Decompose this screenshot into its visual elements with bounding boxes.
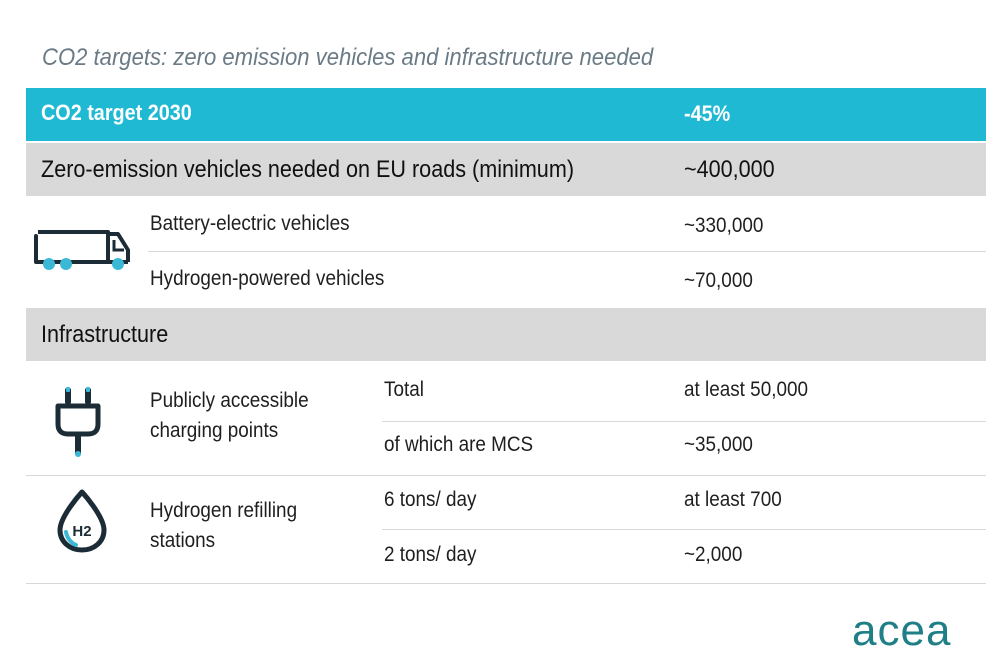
- divider: [26, 583, 986, 584]
- zev-value: ~400,000: [684, 156, 775, 183]
- charging-label-2: charging points: [150, 419, 279, 442]
- bev-value: ~330,000: [684, 214, 764, 237]
- plug-icon: [55, 387, 101, 457]
- truck-icon: [34, 230, 130, 270]
- divider: [148, 251, 986, 252]
- infrastructure-label: Infrastructure: [41, 321, 169, 348]
- bev-label: Battery-electric vehicles: [150, 212, 350, 235]
- hydrogen-drop-icon: H2: [57, 489, 107, 553]
- charging-total-label: Total: [384, 378, 424, 401]
- hydrogen-6t-value: at least 700: [684, 488, 782, 511]
- charging-mcs-value: ~35,000: [684, 433, 753, 456]
- hydrogen-icon-text: H2: [72, 523, 91, 540]
- hydrogen-2t-value: ~2,000: [684, 543, 743, 566]
- zev-row: Zero-emission vehicles needed on EU road…: [26, 143, 986, 196]
- target-label: CO2 target 2030: [41, 100, 192, 125]
- charging-label-1: Publicly accessible: [150, 389, 309, 412]
- target-row: CO2 target 2030 -45%: [26, 88, 986, 141]
- charging-total-value: at least 50,000: [684, 378, 809, 401]
- hydrogen-2t-label: 2 tons/ day: [384, 543, 477, 566]
- divider: [382, 421, 986, 422]
- target-value: -45%: [684, 101, 731, 126]
- fcev-label: Hydrogen-powered vehicles: [150, 267, 385, 290]
- divider: [382, 529, 986, 530]
- acea-logo: acea: [852, 606, 952, 655]
- hydrogen-label-2: stations: [150, 529, 216, 552]
- hydrogen-label-1: Hydrogen refilling: [150, 499, 298, 522]
- page-title: CO2 targets: zero emission vehicles and …: [42, 44, 654, 71]
- zev-label: Zero-emission vehicles needed on EU road…: [41, 156, 575, 183]
- hydrogen-6t-label: 6 tons/ day: [384, 488, 477, 511]
- charging-mcs-label: of which are MCS: [384, 433, 534, 456]
- divider: [26, 475, 986, 476]
- fcev-value: ~70,000: [684, 269, 753, 292]
- infrastructure-row: Infrastructure: [26, 308, 986, 361]
